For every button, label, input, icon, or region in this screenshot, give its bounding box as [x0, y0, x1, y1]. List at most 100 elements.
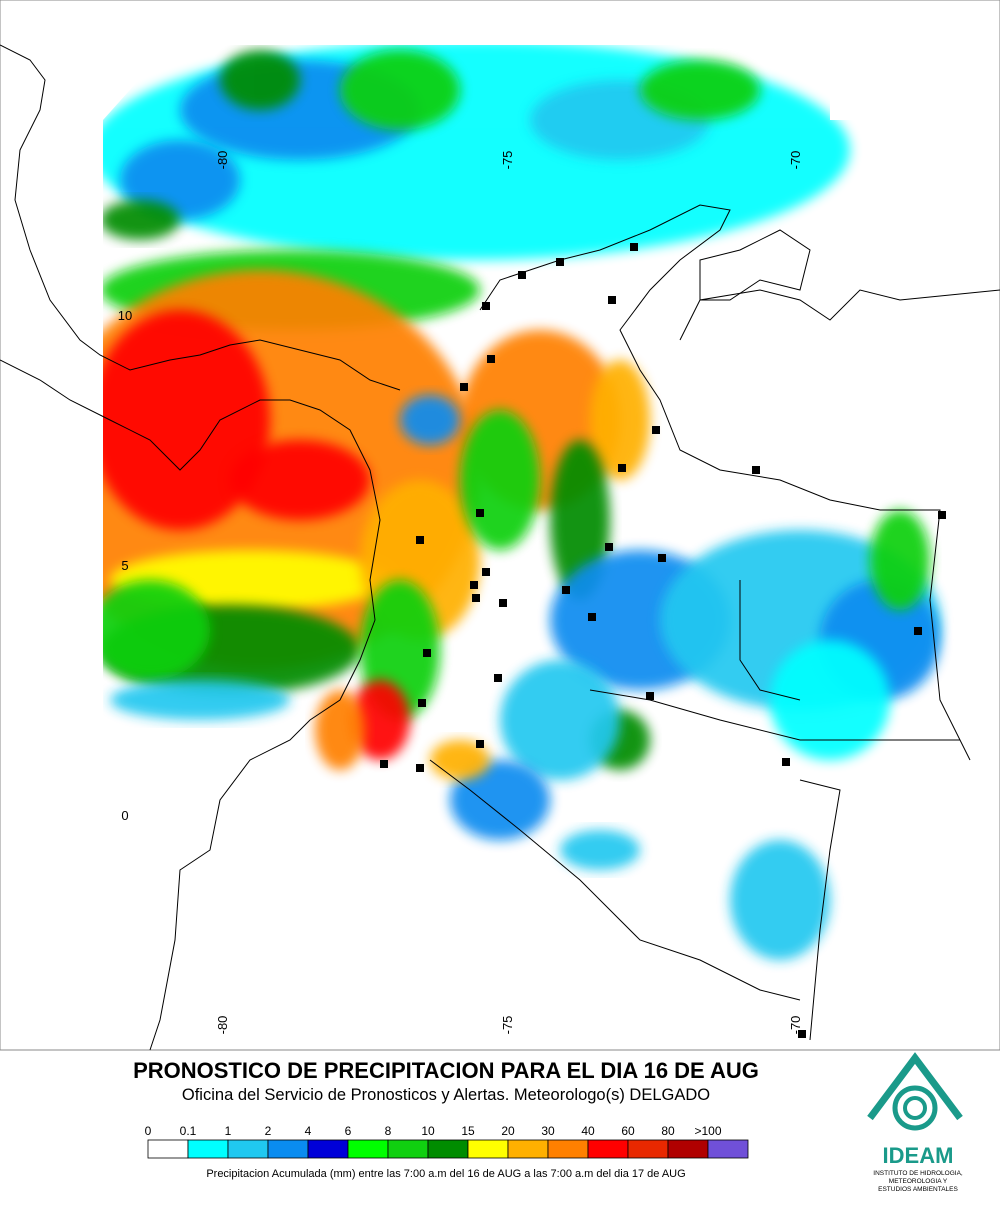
legend-swatch: [667, 1139, 709, 1159]
rain-area: [103, 200, 180, 240]
stations: [380, 243, 946, 1038]
station: [476, 740, 484, 748]
station: [782, 758, 790, 766]
latitude-label: 10: [118, 308, 132, 323]
rain-area: [430, 740, 490, 780]
station: [630, 243, 638, 251]
latitude-label: 0: [121, 808, 128, 823]
logo-roof: [867, 1052, 963, 1121]
rain-area: [315, 690, 365, 770]
legend-label: 80: [661, 1124, 675, 1138]
station: [646, 692, 654, 700]
station: [380, 760, 388, 768]
station: [658, 554, 666, 562]
station: [482, 302, 490, 310]
longitude-label: -70: [788, 1016, 803, 1035]
legend-swatch: [147, 1139, 189, 1159]
legend: 0 0.1 1 2 4 6 8 10 15 20 30 40 60 80 >100: [145, 1124, 749, 1159]
legend-label: 20: [501, 1124, 515, 1138]
rain-area: [730, 840, 830, 960]
legend-swatch: [347, 1139, 389, 1159]
longitude-label: -80: [215, 151, 230, 170]
rain-area: [450, 760, 550, 840]
station: [472, 594, 480, 602]
station: [608, 296, 616, 304]
station: [416, 536, 424, 544]
longitude-label: -80: [215, 1016, 230, 1035]
legend-swatch: [587, 1139, 629, 1159]
station: [494, 674, 502, 682]
rain-area: [350, 680, 410, 760]
rain-area: [340, 50, 460, 130]
rain-area: [560, 830, 640, 870]
station: [652, 426, 660, 434]
legend-label: >100: [694, 1124, 721, 1138]
legend-label: 8: [385, 1124, 392, 1138]
station: [499, 599, 507, 607]
station: [752, 466, 760, 474]
station: [416, 764, 424, 772]
rain-area: [230, 440, 370, 520]
legend-label: 60: [621, 1124, 635, 1138]
station: [482, 568, 490, 576]
legend-swatch: [387, 1139, 429, 1159]
legend-swatch: [547, 1139, 589, 1159]
subtitle: Oficina del Servicio de Pronosticos y Al…: [182, 1086, 710, 1104]
station: [938, 511, 946, 519]
logo-swirl-inner: [903, 1096, 927, 1120]
station: [556, 258, 564, 266]
longitude-label: -70: [788, 151, 803, 170]
legend-swatch: [627, 1139, 669, 1159]
legend-label: 2: [265, 1124, 272, 1138]
legend-label: 0.1: [180, 1124, 197, 1138]
coordinate-labels: -80 -80 -75 -75 -70 -70 10 5 0: [118, 151, 803, 1035]
station: [914, 627, 922, 635]
rain-area: [400, 395, 460, 445]
legend-label: 1: [225, 1124, 232, 1138]
station: [588, 613, 596, 621]
rain-area: [770, 640, 890, 760]
title: PRONOSTICO DE PRECIPITACION PARA EL DIA …: [133, 1058, 759, 1083]
legend-swatch: [267, 1139, 309, 1159]
longitude-label: -75: [500, 1016, 515, 1035]
station: [418, 699, 426, 707]
latitude-label: 5: [121, 558, 128, 573]
rain-area: [870, 510, 930, 610]
station: [605, 543, 613, 551]
longitude-label: -75: [500, 151, 515, 170]
station: [798, 1030, 806, 1038]
station: [423, 649, 431, 657]
logo-line: ESTUDIOS AMBIENTALES: [878, 1186, 958, 1193]
legend-label: 10: [421, 1124, 435, 1138]
logo-line: METEOROLOGIA Y: [889, 1178, 948, 1185]
legend-label: 15: [461, 1124, 475, 1138]
logo-line: INSTITUTO DE HIDROLOGIA,: [873, 1170, 963, 1177]
legend-swatch: [507, 1139, 549, 1159]
legend-label: 40: [581, 1124, 595, 1138]
legend-swatch: [187, 1139, 229, 1159]
station: [470, 581, 478, 589]
rain-area: [640, 60, 760, 120]
rain-area: [110, 680, 290, 720]
legend-label: 0: [145, 1124, 152, 1138]
legend-caption: Precipitacion Acumulada (mm) entre las 7…: [206, 1168, 685, 1180]
rain-area: [590, 360, 650, 480]
rain-area: [120, 140, 240, 220]
legend-swatch: [707, 1139, 749, 1159]
rain-area: [460, 410, 540, 550]
rain-area: [103, 310, 270, 530]
station: [487, 355, 495, 363]
legend-label: 4: [305, 1124, 312, 1138]
station: [618, 464, 626, 472]
legend-swatch: [227, 1139, 269, 1159]
legend-label: 30: [541, 1124, 555, 1138]
rain-area: [103, 580, 210, 680]
legend-label: 6: [345, 1124, 352, 1138]
rain-area: [500, 660, 620, 780]
legend-swatch: [427, 1139, 469, 1159]
logo-swirl: [892, 1085, 938, 1131]
logo-name: IDEAM: [883, 1143, 954, 1168]
legend-swatch: [307, 1139, 349, 1159]
rain-area: [220, 50, 300, 110]
